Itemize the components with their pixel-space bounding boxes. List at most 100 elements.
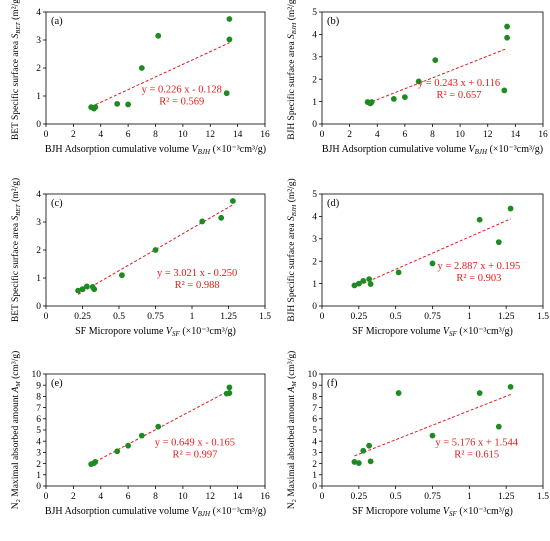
x-tick-label: 6 [403, 130, 408, 140]
x-tick-label: 0 [320, 312, 325, 322]
x-axis-label: SF Micropore volume VSF (×10⁻³cm³/g) [352, 506, 513, 518]
y-axis-label: BET Specific surface area SBET (m²/g) [10, 0, 22, 140]
data-point [226, 36, 233, 43]
x-tick-label: 14 [233, 130, 243, 140]
x-tick-label: 0 [320, 130, 325, 140]
x-tick-label: 1.25 [498, 312, 515, 322]
x-tick-label: 10 [178, 492, 188, 502]
data-point [360, 447, 367, 454]
x-tick-label: 2 [347, 130, 352, 140]
x-tick-label: 1.25 [498, 492, 515, 502]
data-point [401, 94, 408, 101]
data-point [495, 239, 502, 246]
regression-equation: y = 2.887 x + 0.195 [438, 261, 521, 272]
r-squared-label: R² = 0.997 [172, 450, 217, 461]
data-point [366, 442, 373, 449]
data-point [199, 218, 206, 225]
data-point [125, 442, 132, 449]
data-point [507, 205, 514, 212]
x-tick-label: 12 [206, 130, 216, 140]
data-point [92, 459, 99, 465]
data-point [351, 282, 358, 289]
y-tick-label: 7 [36, 404, 41, 414]
panel-label: (f) [327, 378, 338, 389]
x-tick-label: 0.75 [424, 312, 441, 322]
x-tick-label: 0 [320, 492, 325, 502]
data-point [229, 198, 236, 204]
x-tick-label: 2 [71, 130, 76, 140]
data-point [83, 283, 90, 290]
y-tick-label: 4 [312, 437, 317, 447]
y-tick-label: 1 [36, 274, 41, 284]
data-point [366, 276, 373, 283]
y-tick-label: 10 [32, 370, 42, 380]
x-tick-label: 14 [511, 130, 521, 140]
data-point [432, 57, 439, 64]
x-tick-label: 2 [71, 492, 76, 502]
panel-label: (a) [51, 16, 63, 27]
y-tick-label: 2 [312, 75, 317, 85]
data-point [476, 390, 483, 396]
trendline [90, 390, 230, 465]
data-point [429, 260, 436, 267]
r-squared-label: R² = 0.615 [454, 450, 499, 461]
y-tick-label: 10 [308, 370, 318, 380]
x-tick-label: 0.75 [147, 312, 164, 322]
r-squared-label: R² = 0.569 [159, 97, 204, 108]
data-point [125, 101, 132, 108]
y-tick-label: 3 [312, 53, 317, 63]
data-point [355, 460, 362, 466]
plot-frame [321, 373, 544, 487]
chart-panel-d: 0 0.25 0.5 0.75 1 1.25 1.5 0 1 2 3 4 5 (d) y = 2.887 x… [286, 178, 549, 338]
y-tick-label: 9 [36, 381, 41, 391]
y-axis-label: BJH Specific surface area SBJH (m²/g) [286, 0, 298, 140]
panel-label: (b) [327, 16, 340, 27]
y-tick-label: 1 [36, 92, 41, 102]
x-axis-label: BJH Adsorption cumulative volume VBJH (×… [322, 144, 543, 156]
data-point [504, 34, 510, 41]
x-tick-label: 4 [375, 130, 380, 140]
y-tick-label: 6 [36, 415, 41, 425]
y-tick-label: 3 [36, 218, 41, 228]
y-tick-label: 1 [312, 98, 317, 108]
x-axis-label: SF Micropore volume VSF (×10⁻³cm³/g) [75, 326, 236, 338]
data-point [155, 423, 162, 430]
y-tick-label: 0 [36, 120, 41, 130]
data-point [360, 278, 367, 284]
data-point [355, 280, 362, 287]
x-tick-label: 1 [190, 312, 195, 322]
y-tick-label: 8 [36, 393, 41, 403]
y-tick-label: 1 [312, 471, 317, 481]
r-squared-label: R² = 0.903 [456, 273, 501, 284]
y-tick-label: 4 [36, 437, 41, 447]
data-point [367, 281, 374, 287]
x-tick-label: 0.75 [424, 492, 441, 502]
y-tick-label: 1 [312, 280, 317, 290]
x-tick-label: 6 [126, 492, 131, 502]
data-point [395, 390, 402, 396]
x-tick-label: 12 [483, 130, 493, 140]
x-axis-label: SF Micropore volume VSF (×10⁻³cm³/g) [352, 326, 513, 338]
y-tick-label: 3 [312, 449, 317, 459]
chart-panel-c: 0 0.25 0.5 0.75 1 1.25 1.5 0 1 2 3 4 (c) y = 3.021 x … [10, 178, 271, 338]
panel-label: (c) [51, 198, 63, 209]
data-point [138, 432, 145, 439]
y-tick-label: 5 [36, 426, 41, 436]
x-tick-label: 8 [153, 130, 158, 140]
data-point [75, 287, 82, 294]
data-point [91, 286, 98, 293]
y-tick-label: 4 [36, 190, 41, 200]
x-tick-label: 1.5 [259, 312, 271, 322]
x-tick-label: 0 [44, 312, 49, 322]
regression-equation: y = 0.226 x - 0.128 [142, 85, 222, 96]
data-point [114, 448, 121, 455]
trendline [354, 394, 511, 457]
data-point [114, 100, 121, 107]
x-tick-label: 16 [538, 130, 548, 140]
data-point [495, 423, 502, 430]
x-tick-label: 16 [260, 492, 270, 502]
x-tick-label: 10 [178, 130, 188, 140]
x-axis-label: BJH Adsorption cumulative volume VBJH (×… [45, 144, 266, 156]
